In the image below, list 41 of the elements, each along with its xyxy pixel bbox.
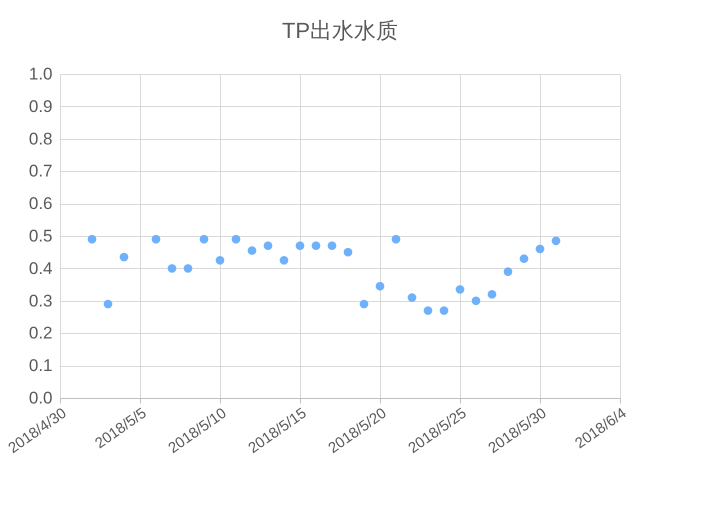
point xyxy=(232,234,240,244)
point xyxy=(296,241,304,250)
point xyxy=(264,241,272,250)
point xyxy=(520,254,528,263)
point xyxy=(120,252,128,262)
y-tick-label: 0.4 xyxy=(28,258,52,278)
point xyxy=(504,267,512,276)
point xyxy=(248,246,256,255)
point xyxy=(408,293,416,302)
y-tick-label: 0.9 xyxy=(28,96,52,116)
y-tick-label: 0.3 xyxy=(28,291,52,310)
y-tick-label: 0.0 xyxy=(28,388,52,408)
y-tick-label: 0.6 xyxy=(28,194,52,214)
point xyxy=(376,282,384,291)
y-tick-label: 0.1 xyxy=(28,356,52,376)
chart-title: TP出水水质 xyxy=(282,18,398,43)
point xyxy=(312,241,320,250)
point xyxy=(392,234,400,244)
y-tick-label: 0.7 xyxy=(28,162,52,181)
point xyxy=(152,234,160,244)
point xyxy=(424,306,432,315)
y-tick-label: 0.5 xyxy=(28,226,52,246)
point xyxy=(88,234,96,244)
point xyxy=(472,296,480,306)
point xyxy=(200,234,208,244)
point xyxy=(536,244,544,254)
y-tick-label: 0.8 xyxy=(28,129,52,148)
point xyxy=(344,248,352,257)
point xyxy=(328,241,336,250)
point xyxy=(360,300,368,308)
point xyxy=(168,264,176,273)
point xyxy=(456,285,464,294)
y-tick-label: 0.2 xyxy=(28,324,52,343)
point xyxy=(280,256,288,265)
point xyxy=(184,264,192,273)
point xyxy=(216,256,224,265)
y-tick-label: 1.0 xyxy=(28,64,52,84)
point xyxy=(104,300,112,308)
point xyxy=(440,306,448,315)
point xyxy=(552,236,560,246)
point xyxy=(488,290,496,299)
